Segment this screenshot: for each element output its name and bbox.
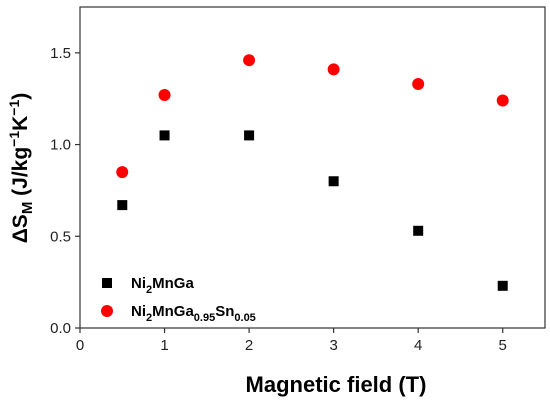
data-point-series-2 bbox=[116, 166, 129, 179]
data-point-series-1 bbox=[497, 280, 508, 291]
x-tick-label: 2 bbox=[245, 337, 253, 354]
data-point-series-2 bbox=[496, 94, 509, 107]
legend-marker-square bbox=[102, 278, 112, 288]
y-tick-label: 1.5 bbox=[50, 45, 71, 62]
x-tick-label: 5 bbox=[499, 337, 507, 354]
x-tick-label: 0 bbox=[76, 337, 84, 354]
y-axis-label: ΔSM (J/kg−1K−1) bbox=[6, 93, 36, 244]
data-point-series-1 bbox=[159, 130, 170, 141]
x-axis-label: Magnetic field (T) bbox=[246, 372, 427, 397]
legend-marker-circle bbox=[101, 305, 113, 317]
data-markers bbox=[116, 54, 509, 291]
data-point-series-1 bbox=[117, 200, 128, 211]
x-tick-label: 4 bbox=[414, 337, 422, 354]
x-tick-label: 3 bbox=[329, 337, 337, 354]
data-point-series-1 bbox=[328, 176, 339, 187]
y-tick-label: 0.0 bbox=[50, 320, 71, 337]
x-tick-label: 1 bbox=[160, 337, 168, 354]
data-point-series-2 bbox=[327, 63, 340, 76]
y-tick-label: 0.5 bbox=[50, 228, 71, 245]
legend: Ni2MnGa Ni2MnGa0.95Sn0.05 bbox=[101, 275, 256, 324]
legend-label: Ni2MnGa bbox=[131, 275, 194, 296]
data-point-series-1 bbox=[413, 225, 424, 236]
data-point-series-1 bbox=[244, 130, 255, 141]
legend-label: Ni2MnGa0.95Sn0.05 bbox=[131, 303, 256, 324]
data-point-series-2 bbox=[158, 89, 171, 102]
data-point-series-2 bbox=[243, 54, 256, 67]
data-point-series-2 bbox=[412, 78, 425, 91]
plot-frame bbox=[79, 6, 546, 329]
y-tick-label: 1.0 bbox=[50, 137, 71, 154]
axis-ticks: 0 1 2 3 4 5 0.0 0.5 1.0 1.5 bbox=[50, 45, 507, 354]
